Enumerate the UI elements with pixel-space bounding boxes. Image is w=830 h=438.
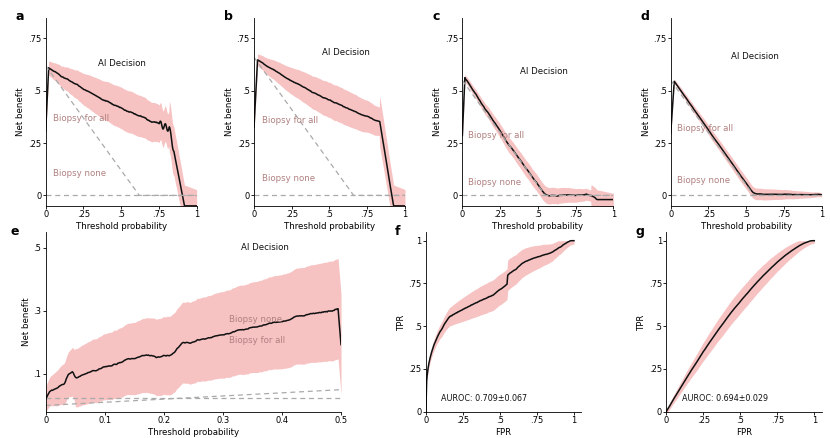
Text: AI Decision: AI Decision (520, 67, 568, 76)
Y-axis label: Net benefit: Net benefit (642, 87, 651, 136)
Y-axis label: Net benefit: Net benefit (22, 297, 31, 346)
Text: Biopsy for all: Biopsy for all (53, 114, 110, 123)
Text: AI Decision: AI Decision (731, 52, 779, 61)
X-axis label: Threshold probability: Threshold probability (148, 427, 239, 437)
Text: Biopsy none: Biopsy none (53, 169, 106, 178)
Y-axis label: Net benefit: Net benefit (17, 87, 26, 136)
Text: Biopsy none: Biopsy none (261, 174, 315, 184)
Text: a: a (16, 10, 24, 23)
Text: AI Decision: AI Decision (322, 48, 370, 57)
X-axis label: Threshold probability: Threshold probability (492, 222, 583, 231)
Text: Biopsy for all: Biopsy for all (229, 336, 285, 346)
Text: Biopsy for all: Biopsy for all (261, 116, 318, 125)
Text: AUROC: 0.709±0.067: AUROC: 0.709±0.067 (442, 394, 528, 403)
Y-axis label: TPR: TPR (637, 314, 646, 330)
Text: AUROC: 0.694±0.029: AUROC: 0.694±0.029 (681, 394, 768, 403)
X-axis label: Threshold probability: Threshold probability (76, 222, 167, 231)
Text: Biopsy none: Biopsy none (468, 178, 521, 187)
Text: b: b (224, 10, 232, 23)
Text: e: e (10, 225, 19, 238)
Text: f: f (395, 225, 400, 238)
Y-axis label: Net benefit: Net benefit (433, 87, 442, 136)
Text: AI Decision: AI Decision (241, 243, 289, 252)
Text: Biopsy none: Biopsy none (676, 176, 730, 185)
Y-axis label: TPR: TPR (397, 314, 406, 330)
Text: Biopsy for all: Biopsy for all (676, 124, 733, 133)
X-axis label: FPR: FPR (736, 427, 752, 437)
X-axis label: Threshold probability: Threshold probability (701, 222, 792, 231)
Text: Biopsy for all: Biopsy for all (468, 131, 525, 140)
Text: d: d (641, 10, 649, 23)
Y-axis label: Net benefit: Net benefit (225, 87, 234, 136)
X-axis label: Threshold probability: Threshold probability (284, 222, 375, 231)
Text: Biopsy none: Biopsy none (229, 315, 282, 324)
Text: AI Decision: AI Decision (99, 60, 146, 68)
Text: g: g (635, 225, 644, 238)
Text: c: c (432, 10, 440, 23)
X-axis label: FPR: FPR (496, 427, 511, 437)
